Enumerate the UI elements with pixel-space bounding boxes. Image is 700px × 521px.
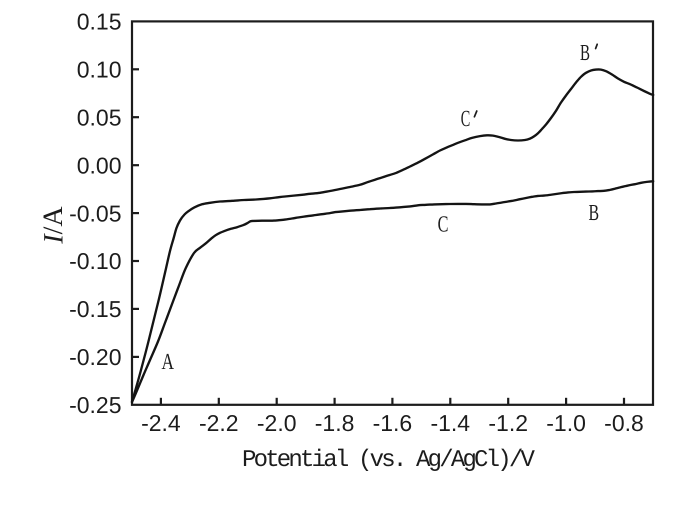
svg-text:-0.15: -0.15 [69, 296, 121, 322]
svg-text:-0.05: -0.05 [69, 200, 121, 226]
svg-text:-1.2: -1.2 [488, 410, 528, 436]
svg-text:C: C [438, 212, 449, 237]
svg-text:0.10: 0.10 [77, 57, 122, 83]
svg-text:-0.25: -0.25 [69, 392, 121, 418]
svg-text:-0.8: -0.8 [604, 410, 644, 436]
svg-text:0.05: 0.05 [77, 104, 122, 130]
svg-text:-0.10: -0.10 [69, 248, 121, 274]
svg-text:-1.0: -1.0 [546, 410, 586, 436]
svg-text:-1.8: -1.8 [315, 410, 355, 436]
svg-text:B: B [589, 200, 600, 225]
svg-text:-0.20: -0.20 [69, 344, 121, 370]
svg-text:-1.6: -1.6 [373, 410, 413, 436]
svg-text:I/A: I/A [38, 206, 69, 245]
svg-text:0.15: 0.15 [77, 9, 122, 35]
svg-text:-2.2: -2.2 [199, 410, 239, 436]
svg-text:Potential (vs. Ag/AgCl)/V: Potential (vs. Ag/AgCl)/V [242, 447, 535, 474]
svg-text:-1.4: -1.4 [430, 410, 470, 436]
svg-text:C: C [461, 106, 471, 131]
svg-text:0.00: 0.00 [77, 152, 122, 178]
svg-text:A: A [161, 349, 174, 374]
svg-text:-2.0: -2.0 [257, 410, 297, 436]
svg-text:B: B [580, 40, 590, 65]
svg-text:-2.4: -2.4 [141, 410, 181, 436]
